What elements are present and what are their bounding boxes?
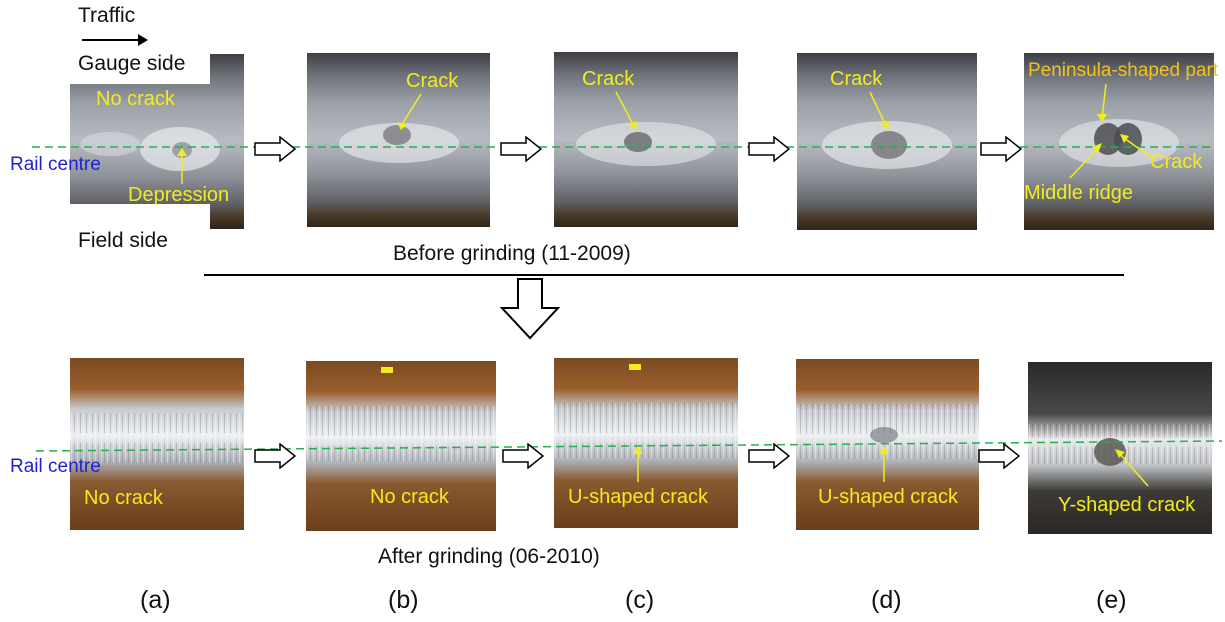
- annotation-arrow-icon: [397, 93, 422, 130]
- panel-label-a: (a): [140, 586, 171, 614]
- hollow-arrow-icon: [980, 135, 1023, 167]
- hollow-arrow-icon: [500, 135, 543, 167]
- photo-e-before: [1024, 53, 1214, 230]
- annotation-arrow-icon: [1115, 449, 1149, 487]
- panel-label-c: (c): [625, 586, 655, 614]
- field-side-label: Field side: [78, 229, 168, 252]
- caption-before: Before grinding (11-2009): [393, 242, 631, 265]
- panel-label-b: (b): [388, 586, 419, 614]
- photo-a-after: [70, 358, 244, 530]
- rail-centre-line-bottom: [0, 437, 1225, 458]
- annotation-no-crack-b-after: No crack: [370, 486, 449, 508]
- annotation-arrow-icon: [633, 446, 643, 482]
- annotation-crack-e: Crack: [1150, 151, 1203, 173]
- panel-label-e: (e): [1096, 586, 1127, 614]
- annotation-arrow-icon: [1069, 143, 1102, 179]
- annotation-arrow-icon: [879, 446, 889, 482]
- annotation-u-crack-c-after: U-shaped crack: [568, 486, 709, 508]
- annotation-no-crack-a: No crack: [96, 88, 175, 110]
- annotation-crack-b: Crack: [406, 70, 459, 92]
- down-arrow-icon: [499, 278, 561, 345]
- annotation-no-crack-a-after: No crack: [84, 487, 163, 509]
- photo-b-before: [307, 53, 490, 227]
- rail-centre-label-top: Rail centre: [10, 154, 101, 175]
- panel-label-d: (d): [871, 586, 902, 614]
- photo-a-before: [70, 54, 244, 229]
- rail-centre-line-top: [0, 140, 1225, 158]
- annotation-middle-ridge-e: Middle ridge: [1024, 182, 1133, 204]
- photo-d-before: [797, 53, 977, 230]
- hollow-arrow-icon: [748, 135, 791, 167]
- annotation-y-crack-e-after: Y-shaped crack: [1058, 494, 1196, 516]
- rail-centre-label-bottom: Rail centre: [10, 456, 101, 477]
- annotation-arrow-icon: [177, 148, 187, 184]
- hollow-arrow-icon: [748, 442, 791, 474]
- gauge-side-label: Gauge side: [78, 52, 186, 75]
- hollow-arrow-icon: [254, 442, 297, 474]
- traffic-arrow-icon: [82, 33, 148, 52]
- traffic-label: Traffic: [78, 4, 136, 27]
- photo-c-before: [554, 52, 738, 227]
- annotation-arrow-icon: [1097, 83, 1107, 122]
- photo-c-after: [554, 358, 738, 528]
- photo-b-after: [306, 361, 496, 531]
- annotation-arrow-icon: [869, 91, 889, 130]
- caption-after: After grinding (06-2010): [378, 545, 600, 568]
- annotation-crack-d: Crack: [830, 68, 883, 90]
- annotation-peninsula-e: Peninsula-shaped part: [1028, 60, 1219, 81]
- annotation-crack-c: Crack: [582, 68, 635, 90]
- hollow-arrow-icon: [254, 135, 297, 167]
- divider: [204, 274, 1124, 276]
- annotation-arrow-icon: [615, 91, 637, 130]
- hollow-arrow-icon: [978, 442, 1021, 474]
- annotation-depression-a: Depression: [128, 184, 230, 206]
- annotation-u-crack-d-after: U-shaped crack: [818, 486, 959, 508]
- photo-e-after: [1028, 362, 1212, 534]
- annotation-arrow-icon: [1120, 134, 1153, 159]
- hollow-arrow-icon: [502, 442, 545, 474]
